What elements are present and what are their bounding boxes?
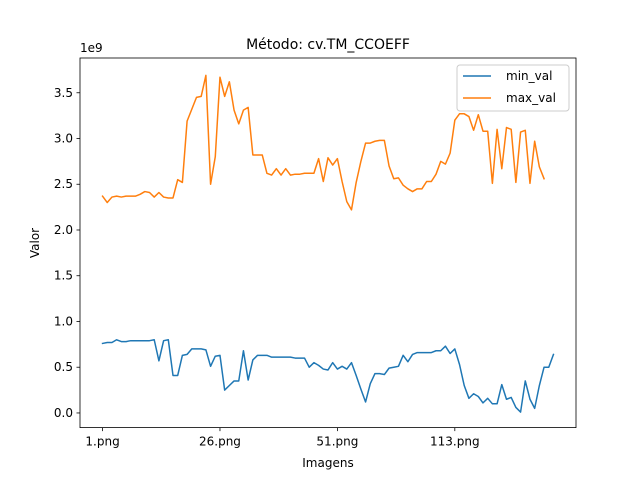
y-axis-label: Valor	[28, 228, 42, 258]
y-multiplier-label: 1e9	[80, 41, 103, 55]
plot-frame	[79, 57, 577, 429]
y-tick-label: 0.0	[54, 406, 73, 420]
y-tick-label: 2.0	[54, 223, 73, 237]
x-tick-label: 51.png	[316, 435, 358, 449]
legend: min_val max_val	[456, 64, 570, 112]
series-line-min-val	[101, 339, 555, 413]
x-axis: 1.png 26.png 51.png 113.png	[85, 427, 480, 449]
y-tick-label: 0.5	[54, 360, 73, 374]
chart-title: Método: cv.TM_CCOEFF	[246, 37, 410, 53]
y-tick-label: 3.0	[54, 132, 73, 146]
legend-label-max-val: max_val	[506, 91, 556, 105]
y-tick-label: 1.5	[54, 269, 73, 283]
plot-lines	[101, 74, 555, 413]
x-tick-label: 113.png	[430, 435, 480, 449]
x-axis-label: Imagens	[302, 456, 353, 470]
y-axis: 0.0 0.5 1.0 1.5 2.0 2.5 3.0 3.5	[54, 86, 80, 420]
y-tick-label: 2.5	[54, 177, 73, 191]
legend-label-min-val: min_val	[506, 69, 552, 83]
y-tick-label: 3.5	[54, 86, 73, 100]
series-line-max-val	[101, 74, 546, 211]
x-tick-label: 1.png	[85, 435, 119, 449]
y-tick-label: 1.0	[54, 314, 73, 328]
x-tick-label: 26.png	[199, 435, 241, 449]
